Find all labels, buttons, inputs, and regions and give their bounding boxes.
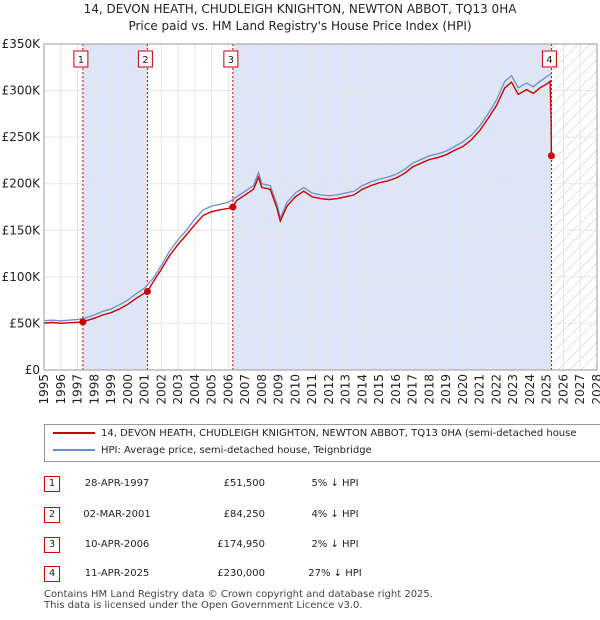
sale-marker-box: [73, 50, 89, 68]
x-tick-label: 2019: [439, 374, 453, 405]
hpi-line: [43, 73, 552, 322]
legend: 14, DEVON HEATH, CHUDLEIGH KNIGHTON, NEW…: [44, 424, 600, 462]
x-tick-label: 2009: [272, 374, 286, 405]
sale-marker-box: [541, 50, 557, 68]
property-price-line: [43, 79, 553, 324]
sale-marker-label: 3: [228, 55, 234, 66]
sale-marker-label: 2: [142, 55, 148, 66]
y-tick-label: £350K: [2, 37, 42, 51]
x-tick-label: 2025: [540, 374, 554, 405]
sale-date: 02-MAR-2001: [83, 509, 151, 520]
y-tick-label: £200K: [2, 177, 42, 191]
x-tick-label: 1996: [54, 374, 68, 405]
x-tick-label: 2021: [473, 374, 487, 405]
sale-price: £174,950: [217, 539, 265, 550]
sale-date: 28-APR-1997: [84, 478, 150, 489]
sale-marker-label: 1: [78, 55, 84, 66]
footer: Contains HM Land Registry data © Crown c…: [44, 589, 433, 611]
sale-number-badge: 3: [44, 537, 60, 553]
y-tick-label: £50K: [9, 316, 41, 330]
x-tick-label: 1999: [104, 374, 118, 405]
sale-marker-label: 4: [546, 55, 552, 66]
x-tick-label: 2000: [121, 374, 135, 405]
x-tick-label: 2010: [288, 374, 302, 405]
legend-hpi-swatch: [53, 449, 95, 451]
x-tick-label: 2002: [154, 374, 168, 405]
x-tick-label: 1998: [87, 374, 101, 405]
sale-point: [229, 203, 237, 211]
x-tick-label: 2005: [205, 374, 219, 405]
chart-title: 14, DEVON HEATH, CHUDLEIGH KNIGHTON, NEW…: [83, 2, 517, 16]
legend-hpi-label: HPI: Average price, semi-detached house,…: [101, 445, 372, 456]
sale-price: £51,500: [223, 478, 265, 489]
shaded-period: [82, 44, 148, 370]
x-tick-label: 2022: [489, 374, 503, 405]
x-tick-label: 2012: [322, 374, 336, 405]
legend-property-label: 14, DEVON HEATH, CHUDLEIGH KNIGHTON, NEW…: [101, 428, 577, 439]
sale-point: [547, 152, 555, 160]
x-tick-label: 1995: [37, 374, 51, 405]
x-tick-label: 2013: [339, 374, 353, 405]
sale-row: 1 28-APR-1997 £51,500 5% ↓ HPI: [0, 476, 600, 496]
x-tick-label: 2028: [590, 374, 600, 405]
sale-date: 10-APR-2006: [84, 539, 150, 550]
legend-hpi: HPI: Average price, semi-detached house,…: [53, 445, 372, 461]
sale-number-badge: 4: [44, 566, 60, 582]
y-tick-label: £0: [25, 363, 40, 377]
sale-number-badge: 2: [44, 507, 60, 523]
sale-point: [79, 318, 87, 326]
sale-row: 2 02-MAR-2001 £84,250 4% ↓ HPI: [0, 507, 600, 527]
x-tick-label: 2004: [188, 374, 202, 405]
sale-date: 11-APR-2025: [84, 568, 150, 579]
sale-point: [143, 288, 151, 296]
x-tick-label: 2020: [456, 374, 470, 405]
x-tick-label: 2017: [406, 374, 420, 405]
x-tick-label: 2001: [138, 374, 152, 405]
shaded-period: [232, 44, 552, 370]
x-tick-label: 2006: [221, 374, 235, 405]
x-tick-label: 2027: [573, 374, 587, 405]
x-tick-label: 2018: [422, 374, 436, 405]
sale-row: 4 11-APR-2025 £230,000 27% ↓ HPI: [0, 566, 600, 586]
future-hatch-area: [551, 44, 597, 370]
sale-hpi-diff: 2% ↓ HPI: [311, 539, 359, 550]
chart-subtitle: Price paid vs. HM Land Registry's House …: [128, 19, 472, 33]
sale-hpi-diff: 5% ↓ HPI: [311, 478, 359, 489]
footer-licence: This data is licensed under the Open Gov…: [44, 600, 363, 611]
sale-hpi-diff: 4% ↓ HPI: [311, 509, 359, 520]
sale-row: 3 10-APR-2006 £174,950 2% ↓ HPI: [0, 537, 600, 557]
sale-marker-box: [137, 50, 153, 68]
x-tick-label: 2011: [305, 374, 319, 405]
plot-frame: [43, 43, 598, 371]
y-tick-label: £250K: [2, 130, 42, 144]
price-chart: £0 £50K £100K £150K £200K £250K £300K £350K 1995…: [2, 37, 600, 405]
x-tick-label: 2026: [556, 374, 570, 405]
legend-property-swatch: [53, 432, 95, 434]
x-tick-label: 2024: [523, 374, 537, 405]
x-tick-label: 2014: [355, 374, 369, 405]
x-tick-label: 2003: [171, 374, 185, 405]
y-tick-label: £150K: [2, 223, 42, 237]
x-tick-label: 2007: [238, 374, 252, 405]
x-tick-label: 2016: [389, 374, 403, 405]
x-tick-label: 1997: [71, 374, 85, 405]
y-tick-label: £100K: [2, 270, 42, 284]
legend-property: 14, DEVON HEATH, CHUDLEIGH KNIGHTON, NEW…: [53, 428, 577, 444]
sale-hpi-diff: 27% ↓ HPI: [308, 568, 362, 579]
sale-price: £84,250: [223, 509, 265, 520]
footer-copyright: Contains HM Land Registry data © Crown c…: [44, 589, 433, 600]
sale-price: £230,000: [217, 568, 265, 579]
x-tick-label: 2015: [372, 374, 386, 405]
sale-number-badge: 1: [44, 476, 60, 492]
x-tick-label: 2023: [506, 374, 520, 405]
sale-marker-box: [223, 50, 239, 68]
y-tick-label: £300K: [2, 84, 42, 98]
x-tick-label: 2008: [255, 374, 269, 405]
